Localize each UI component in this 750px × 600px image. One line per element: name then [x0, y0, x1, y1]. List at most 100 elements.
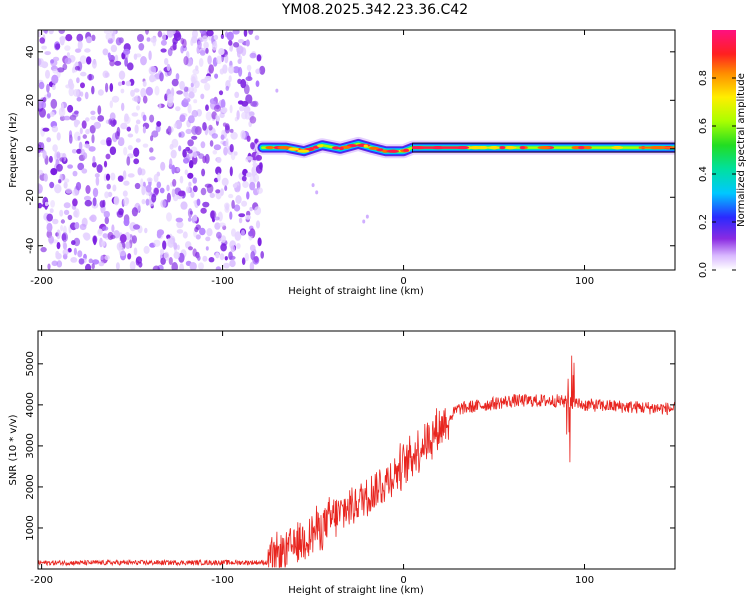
noise-dot — [72, 112, 79, 118]
noise-dot — [133, 158, 140, 165]
noise-dot — [187, 217, 192, 222]
noise-dot — [136, 105, 140, 111]
noise-dot — [224, 185, 228, 191]
bottom-x-tick-label: -100 — [211, 575, 234, 586]
noise-dot — [38, 184, 43, 194]
noise-dot — [104, 216, 110, 225]
noise-dot — [229, 144, 234, 153]
colorbar-tick-label: 0.8 — [698, 70, 709, 86]
noise-dot — [122, 170, 127, 180]
band-hotspot — [288, 147, 299, 151]
noise-dot — [91, 134, 95, 144]
noise-dot — [95, 176, 100, 186]
noise-dot — [127, 133, 134, 138]
band-hotspot — [265, 146, 275, 150]
noise-dot — [103, 160, 108, 168]
noise-dot — [202, 155, 207, 164]
chart-title: YM08.2025.342.23.36.C42 — [281, 2, 469, 18]
noise-dot — [240, 130, 246, 140]
noise-dot — [218, 90, 224, 96]
noise-dot — [123, 48, 131, 55]
noise-dot — [249, 206, 253, 212]
noise-dot — [185, 94, 189, 100]
noise-dot — [204, 75, 212, 81]
bottom-y-axis-label: SNR (10 * v/v) — [8, 414, 19, 485]
noise-dot — [208, 257, 215, 263]
noise-dot — [73, 237, 81, 247]
noise-dot — [115, 131, 120, 140]
noise-dot — [185, 186, 191, 194]
noise-dot — [133, 247, 138, 256]
noise-dot — [159, 187, 165, 194]
noise-dot — [131, 235, 137, 244]
noise-dot — [256, 187, 263, 194]
noise-dot — [126, 156, 131, 166]
noise-dot — [118, 208, 124, 216]
noise-dot — [133, 147, 140, 157]
noise-dot — [105, 153, 111, 160]
noise-dot — [42, 150, 47, 159]
noise-dot — [198, 262, 204, 270]
noise-dot — [176, 90, 184, 95]
noise-dot — [152, 265, 160, 270]
noise-dot — [245, 214, 252, 220]
noise-dot — [102, 233, 108, 239]
noise-dot — [142, 143, 149, 148]
noise-dot — [226, 31, 234, 41]
noise-dot — [50, 200, 55, 208]
noise-dot — [125, 241, 131, 249]
noise-dot — [77, 40, 83, 50]
noise-dot — [127, 173, 135, 178]
noise-dot — [81, 120, 87, 129]
noise-dot — [145, 198, 150, 206]
noise-dot — [229, 128, 234, 133]
noise-dot — [160, 48, 167, 53]
noise-dot — [248, 230, 254, 237]
noise-dot — [179, 263, 184, 270]
noise-dot — [72, 198, 78, 207]
noise-dot — [161, 32, 166, 42]
top-y-axis-label: Frequency (Hz) — [8, 112, 19, 188]
noise-dot — [107, 52, 111, 59]
noise-dot — [57, 67, 65, 73]
noise-dot — [91, 34, 96, 41]
noise-dot — [64, 45, 71, 51]
noise-dot — [94, 173, 100, 178]
noise-dot — [148, 156, 156, 161]
noise-dot — [46, 137, 52, 143]
noise-dot — [120, 122, 128, 130]
noise-dot — [68, 87, 75, 97]
bottom-y-tick-label: 4000 — [25, 392, 36, 417]
noise-dot — [166, 192, 171, 203]
noise-dot — [149, 147, 154, 153]
noise-dot — [365, 214, 369, 219]
noise-dot — [112, 184, 117, 192]
noise-dot — [248, 30, 254, 35]
noise-dot — [131, 207, 138, 217]
noise-dot — [224, 205, 230, 213]
noise-dot — [260, 251, 265, 259]
noise-dot — [115, 262, 120, 270]
noise-dot — [92, 259, 100, 265]
noise-dot — [209, 140, 214, 147]
noise-dot — [137, 34, 144, 42]
noise-dot — [160, 161, 166, 171]
noise-dot — [235, 195, 242, 204]
noise-dot — [211, 133, 218, 139]
noise-dot — [76, 33, 84, 42]
noise-dot — [58, 179, 62, 184]
noise-dot — [91, 59, 97, 69]
noise-dot — [55, 252, 62, 260]
noise-dot — [39, 37, 45, 44]
noise-dot — [137, 167, 143, 176]
noise-dot — [46, 83, 50, 93]
noise-dot — [66, 52, 70, 57]
noise-dot — [110, 172, 116, 181]
noise-dot — [67, 164, 73, 169]
noise-dot — [230, 245, 236, 253]
noise-dot — [188, 115, 195, 124]
noise-dot — [122, 190, 128, 197]
noise-dot — [362, 219, 366, 224]
noise-dot — [215, 266, 222, 270]
noise-dot — [142, 95, 148, 104]
